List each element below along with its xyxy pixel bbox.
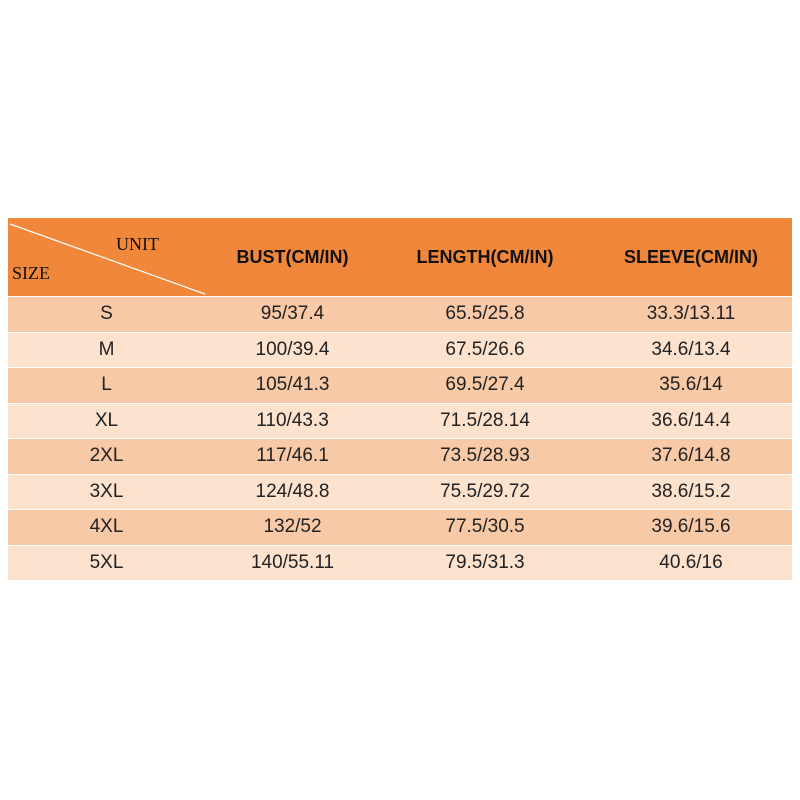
column-header: SLEEVE(CM/IN) [623,246,758,267]
size-cell: 4XL [89,516,124,538]
measure-cell: 69.5/27.4 [445,374,525,396]
size-label: SIZE [12,263,50,283]
measure-cell: 71.5/28.14 [440,409,530,431]
measure-cell: 67.5/26.6 [445,338,525,360]
measure-cell: 33.3/13.11 [646,303,736,325]
table-header: UNIT SIZE BUST(CM/IN) LENGTH(CM/IN) SLEEVE… [8,218,792,296]
measure-cell: 39.6/15.6 [651,516,731,538]
table-row: XL 110/43.3 71.5/28.14 36.6/14.4 [8,402,792,438]
measure-cell: 105/41.3 [255,374,330,396]
measure-cell: 140/55.11 [250,551,335,573]
size-table: UNIT SIZE BUST(CM/IN) LENGTH(CM/IN) SLEEVE… [8,218,792,580]
size-cell: S [100,303,113,325]
measure-cell: 77.5/30.5 [445,516,525,538]
measure-cell: 75.5/29.72 [440,480,530,502]
measure-cell: 36.6/14.4 [651,409,731,431]
measure-cell: 37.6/14.8 [651,445,731,467]
unit-label: UNIT [116,234,159,254]
table-row: S 95/37.4 65.5/25.8 33.3/13.11 [8,296,792,332]
size-cell: L [101,374,112,396]
measure-cell: 34.6/13.4 [651,338,731,360]
measure-cell: 110/43.3 [256,409,329,431]
measure-cell: 40.6/16 [659,551,723,573]
measure-cell: 100/39.4 [255,338,330,360]
size-cell: M [98,338,115,360]
table-row: L 105/41.3 69.5/27.4 35.6/14 [8,367,792,403]
measure-cell: 132/52 [263,516,322,538]
column-header: BUST(CM/IN) [236,246,349,267]
size-cell: 5XL [89,551,124,573]
table-row: M 100/39.4 67.5/26.6 34.6/13.4 [8,331,792,367]
size-cell: XL [94,409,119,431]
table-row: 4XL 132/52 77.5/30.5 39.6/15.6 [8,509,792,545]
size-cell: 2XL [89,445,124,467]
table-row: 3XL 124/48.8 75.5/29.72 38.6/15.2 [8,473,792,509]
measure-cell: 95/37.4 [260,303,325,325]
table-row: 2XL 117/46.1 73.5/28.93 37.6/14.8 [8,438,792,474]
corner-diagonal [9,223,205,295]
measure-cell: 124/48.8 [255,480,330,502]
measure-cell: 79.5/31.3 [445,551,525,573]
column-header: LENGTH(CM/IN) [416,246,554,267]
measure-cell: 117/46.1 [256,445,329,467]
measure-cell: 65.5/25.8 [445,303,525,325]
measure-cell: 73.5/28.93 [440,445,530,467]
measure-cell: 35.6/14 [659,374,723,396]
table-row: 5XL 140/55.11 79.5/31.3 40.6/16 [8,544,792,580]
measure-cell: 38.6/15.2 [651,480,731,502]
size-cell: 3XL [89,480,124,502]
